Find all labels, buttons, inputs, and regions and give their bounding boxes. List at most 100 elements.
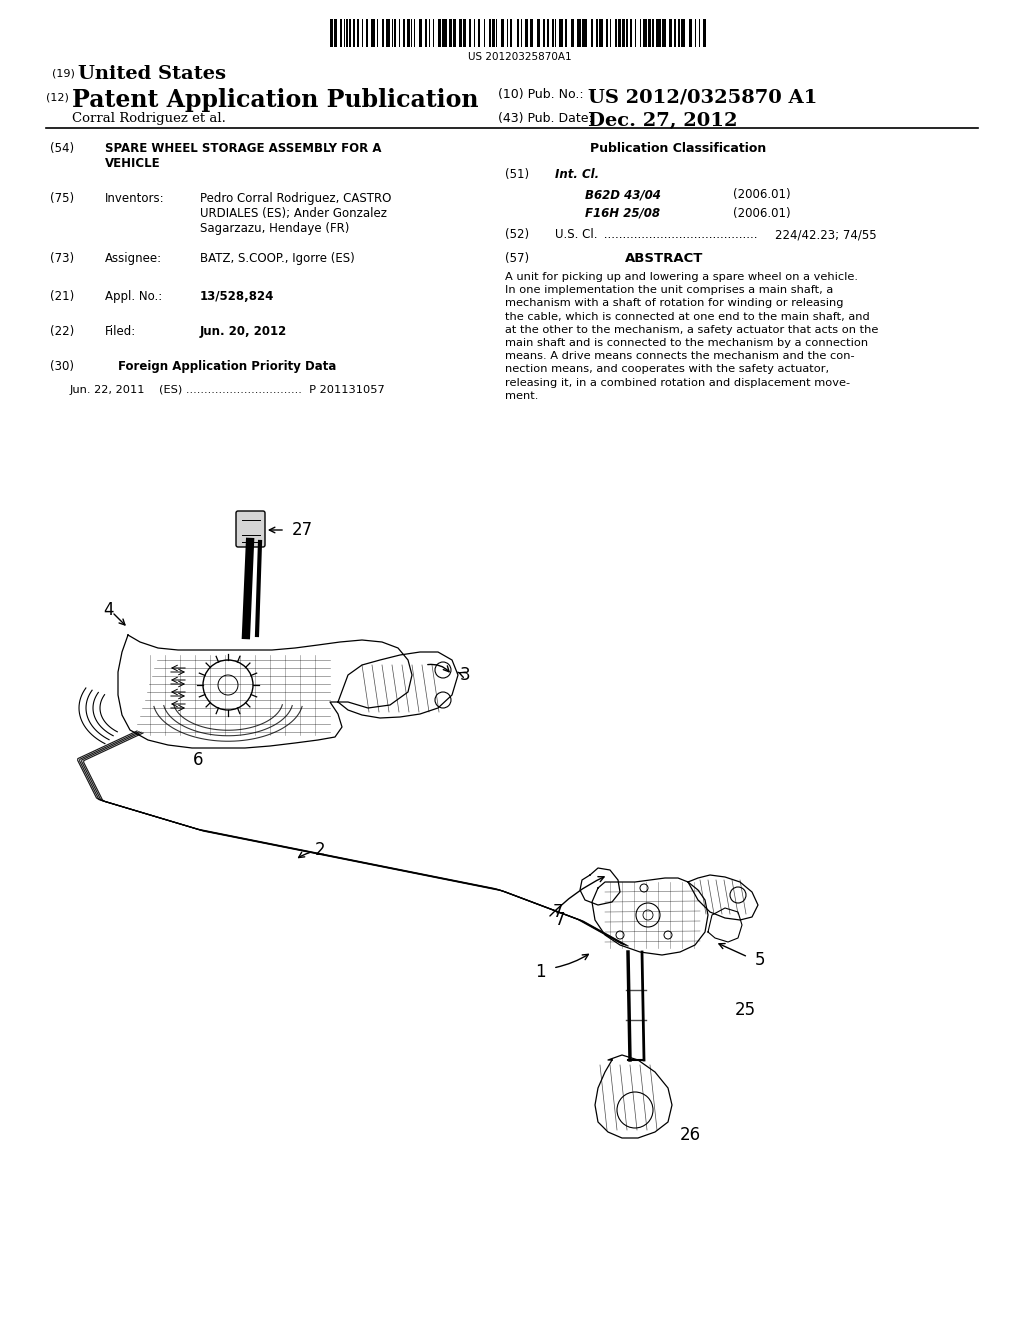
Bar [433, 18, 434, 48]
Bar [478, 18, 479, 48]
Text: 27: 27 [292, 521, 312, 539]
Text: (10) Pub. No.:: (10) Pub. No.: [498, 88, 584, 102]
Text: (22): (22) [50, 325, 75, 338]
Bar [344, 18, 345, 48]
Bar [516, 18, 519, 48]
Bar [631, 18, 632, 48]
Bar [419, 18, 422, 48]
Text: 26: 26 [680, 1126, 700, 1144]
Bar [450, 18, 452, 48]
Text: (57): (57) [505, 252, 529, 265]
Bar [635, 18, 636, 48]
Bar [648, 18, 651, 48]
Bar [652, 18, 653, 48]
Bar [425, 18, 427, 48]
Bar [463, 18, 466, 48]
Bar [492, 18, 495, 48]
Bar [571, 18, 574, 48]
Text: 7: 7 [553, 903, 563, 921]
Text: ABSTRACT: ABSTRACT [625, 252, 703, 265]
Bar [361, 18, 362, 48]
Bar [596, 18, 598, 48]
Bar [353, 18, 354, 48]
Text: US 20120325870A1: US 20120325870A1 [468, 51, 571, 62]
Bar [689, 18, 692, 48]
Text: Patent Application Publication: Patent Application Publication [72, 88, 478, 112]
Text: (2006.01): (2006.01) [733, 187, 791, 201]
Bar [577, 18, 581, 48]
Bar [459, 18, 462, 48]
Bar [469, 18, 471, 48]
Text: F16H 25/08: F16H 25/08 [585, 207, 660, 220]
Bar [610, 18, 611, 48]
Text: 7: 7 [555, 911, 565, 929]
Text: B62D 43/04: B62D 43/04 [585, 187, 660, 201]
Bar [330, 18, 333, 48]
Bar [623, 18, 625, 48]
Text: Appl. No.:: Appl. No.: [105, 290, 162, 304]
Bar [438, 18, 441, 48]
Text: US 2012/0325870 A1: US 2012/0325870 A1 [588, 88, 817, 106]
Bar [377, 18, 378, 48]
Bar [454, 18, 457, 48]
Bar [411, 18, 413, 48]
Text: (21): (21) [50, 290, 75, 304]
Text: Jun. 22, 2011    (ES) ................................  P 201131057: Jun. 22, 2011 (ES) .....................… [70, 385, 386, 395]
Text: 6: 6 [193, 751, 203, 770]
Text: (51): (51) [505, 168, 529, 181]
Text: 1: 1 [535, 964, 546, 981]
Bar [474, 18, 475, 48]
Bar [615, 18, 616, 48]
Text: U.S. Cl.: U.S. Cl. [555, 228, 597, 242]
Bar [695, 18, 696, 48]
Bar [583, 18, 587, 48]
Text: (75): (75) [50, 191, 74, 205]
FancyBboxPatch shape [236, 511, 265, 546]
Bar [334, 18, 337, 48]
Bar [366, 18, 369, 48]
Bar [543, 18, 546, 48]
Bar [489, 18, 490, 48]
Bar [640, 18, 641, 48]
Text: Publication Classification: Publication Classification [590, 143, 766, 154]
Bar [547, 18, 550, 48]
Bar [538, 18, 540, 48]
Text: BATZ, S.COOP., Igorre (ES): BATZ, S.COOP., Igorre (ES) [200, 252, 354, 265]
Text: 13/528,824: 13/528,824 [200, 290, 274, 304]
Text: (54): (54) [50, 143, 74, 154]
Bar [643, 18, 647, 48]
Bar [349, 18, 350, 48]
Bar [564, 18, 567, 48]
Text: United States: United States [78, 65, 226, 83]
Bar [520, 18, 522, 48]
Text: A unit for picking up and lowering a spare wheel on a vehicle.
In one implementa: A unit for picking up and lowering a spa… [505, 272, 879, 401]
Bar [382, 18, 384, 48]
Bar [340, 18, 342, 48]
Text: Int. Cl.: Int. Cl. [555, 168, 599, 181]
Text: SPARE WHEEL STORAGE ASSEMBLY FOR A
VEHICLE: SPARE WHEEL STORAGE ASSEMBLY FOR A VEHIC… [105, 143, 382, 170]
Bar [371, 18, 375, 48]
Bar [606, 18, 608, 48]
Bar [346, 18, 348, 48]
Text: 3: 3 [460, 667, 470, 684]
Text: Filed:: Filed: [105, 325, 136, 338]
Bar [357, 18, 358, 48]
Text: (12): (12) [46, 92, 69, 102]
Text: Dec. 27, 2012: Dec. 27, 2012 [588, 112, 737, 129]
Text: (73): (73) [50, 252, 74, 265]
Text: Corral Rodriguez et al.: Corral Rodriguez et al. [72, 112, 226, 125]
Bar [414, 18, 415, 48]
Bar [675, 18, 676, 48]
Bar [555, 18, 556, 48]
Text: .........................................: ........................................… [600, 228, 758, 242]
Bar [627, 18, 628, 48]
Bar [502, 18, 504, 48]
Text: (52): (52) [505, 228, 529, 242]
Bar [394, 18, 396, 48]
Bar [510, 18, 512, 48]
Text: (19): (19) [52, 69, 75, 78]
Text: Jun. 20, 2012: Jun. 20, 2012 [200, 325, 288, 338]
Bar [398, 18, 400, 48]
Bar [681, 18, 685, 48]
Bar [591, 18, 593, 48]
